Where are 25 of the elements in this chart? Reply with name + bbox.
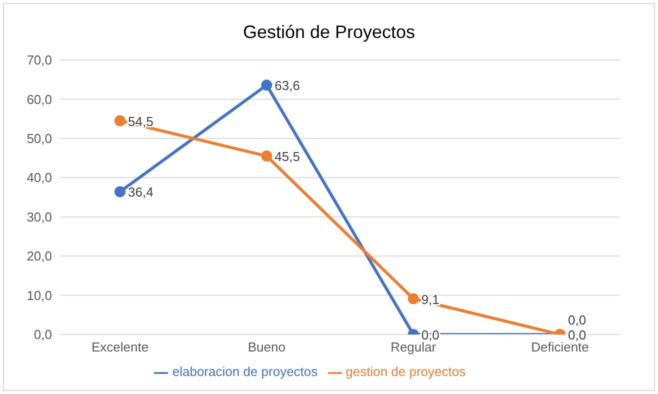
y-tick-label: 60,0 bbox=[26, 92, 52, 107]
data-label: 36,4 bbox=[128, 184, 154, 200]
data-label: 63,6 bbox=[274, 78, 300, 94]
legend-label: gestion de proyectos bbox=[346, 364, 466, 380]
data-label: 54,5 bbox=[128, 114, 154, 129]
point bbox=[261, 80, 272, 91]
y-tick-label: 10,0 bbox=[26, 288, 52, 303]
chart-title: Gestión de Proyectos bbox=[242, 22, 416, 43]
point bbox=[114, 115, 126, 126]
y-tick-label: 0,0 bbox=[34, 327, 52, 342]
y-tick-label: 70,0 bbox=[26, 52, 52, 68]
point bbox=[261, 150, 272, 162]
y-tick-label: 30,0 bbox=[26, 209, 52, 224]
x-tick-label: Deficiente bbox=[531, 340, 589, 355]
x-tick-label: Bueno bbox=[248, 340, 286, 355]
y-tick-label: 50,0 bbox=[26, 131, 52, 146]
y-tick-label: 20,0 bbox=[26, 248, 52, 264]
y-tick-label: 40,0 bbox=[26, 170, 52, 186]
data-label: 45,5 bbox=[274, 149, 300, 164]
x-tick-label: Excelente bbox=[91, 340, 149, 355]
data-label: 0,0 bbox=[568, 327, 586, 342]
x-tick-label: Regular bbox=[390, 340, 437, 355]
legend-label: elaboracion de proyectos bbox=[172, 364, 318, 380]
data-label: 0,0 bbox=[568, 312, 586, 328]
point bbox=[114, 186, 126, 198]
